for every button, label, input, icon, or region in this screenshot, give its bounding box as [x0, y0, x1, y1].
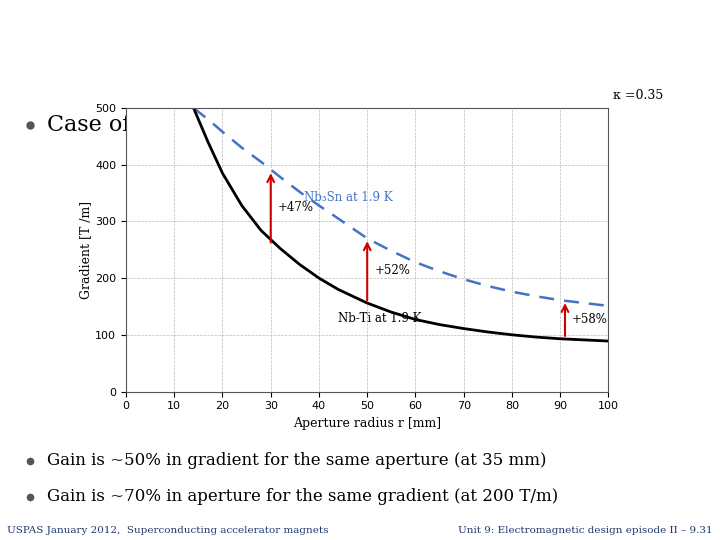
Text: κ =0.35: κ =0.35 — [613, 89, 663, 102]
Text: Gain is ~50% in gradient for the same aperture (at 35 mm): Gain is ~50% in gradient for the same ap… — [47, 452, 546, 469]
Text: Nb-Ti at 1.9 K: Nb-Ti at 1.9 K — [338, 313, 422, 326]
Text: Gain is ~70% in aperture for the same gradient (at 200 T/m): Gain is ~70% in aperture for the same gr… — [47, 488, 558, 505]
X-axis label: Aperture radius r [mm]: Aperture radius r [mm] — [293, 417, 441, 430]
Text: Nb₃Sn at 1.9 K: Nb₃Sn at 1.9 K — [305, 191, 393, 204]
Y-axis label: Gradient [T /m]: Gradient [T /m] — [79, 201, 92, 299]
Text: AND COIL THICKNESS: AND COIL THICKNESS — [271, 57, 449, 72]
Text: +52%: +52% — [374, 264, 410, 277]
Text: +58%: +58% — [572, 313, 608, 326]
Text: USPAS January 2012,  Superconducting accelerator magnets: USPAS January 2012, Superconducting acce… — [7, 526, 329, 536]
Text: Unit 9: Electromagnetic design episode II – 9.31: Unit 9: Electromagnetic design episode I… — [458, 526, 713, 536]
Text: Case of Nb₃Sn: Case of Nb₃Sn — [47, 114, 210, 136]
Text: +47%: +47% — [278, 201, 314, 214]
Text: 2. QUADRUPOLES: GRADIENT VERSUS MATERIAL: 2. QUADRUPOLES: GRADIENT VERSUS MATERIAL — [161, 29, 559, 44]
